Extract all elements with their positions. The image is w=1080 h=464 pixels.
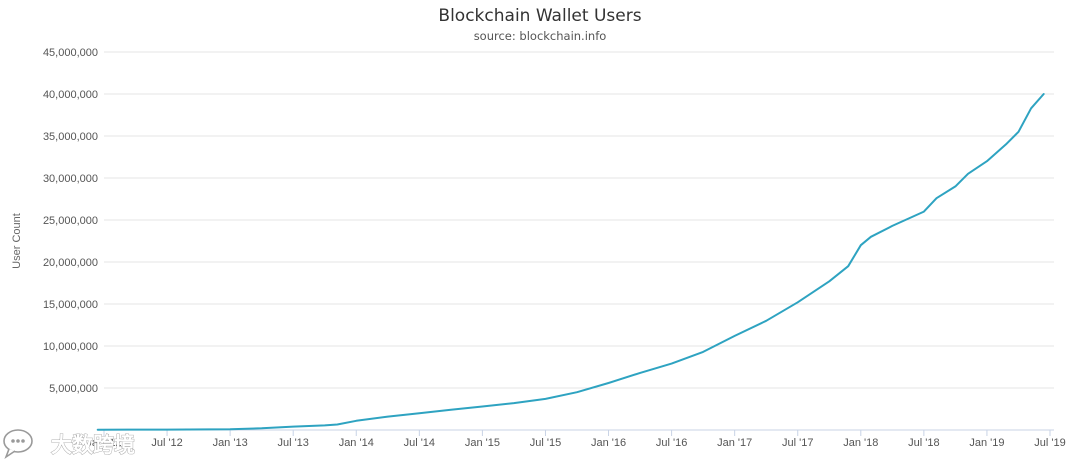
watermark-text: 大数跨境: [51, 433, 135, 457]
x-tick-label: Jul '13: [277, 437, 308, 449]
chart-subtitle: source: blockchain.info: [474, 29, 607, 43]
x-tick-label: Jan '16: [591, 437, 626, 449]
x-tick-label: Jan '18: [843, 437, 878, 449]
x-tick-label: Jan '19: [969, 437, 1004, 449]
chart-title: Blockchain Wallet Users: [438, 6, 641, 26]
y-tick-label: 10,000,000: [43, 341, 98, 353]
y-tick-label: 15,000,000: [43, 299, 98, 311]
y-tick-label: 35,000,000: [43, 131, 98, 143]
x-tick-label: Jan '14: [339, 437, 374, 449]
x-tick-label: Jan '17: [717, 437, 752, 449]
grid-lines: [104, 51, 1054, 389]
y-axis-ticks: 5,000,000 10,000,000 15,000,000 20,000,000 2…: [43, 47, 98, 395]
x-tick-label: Jan '15: [465, 437, 500, 449]
x-tick-label: Jul '18: [908, 437, 939, 449]
x-tick-label: Jul '12: [151, 437, 182, 449]
x-tick-label: Jul '14: [404, 437, 435, 449]
speech-bubble-icon: [3, 429, 33, 460]
y-tick-label: 40,000,000: [43, 89, 98, 101]
y-tick-label: 5,000,000: [49, 383, 98, 395]
y-tick-label: 20,000,000: [43, 257, 98, 269]
y-axis-label: User Count: [11, 213, 23, 269]
x-tick-label: Jan '13: [213, 437, 248, 449]
x-axis-ticks: Jan '12 Jul '12 Jan '13 Jul '13 Jan '14 Jul '…: [86, 430, 1066, 449]
y-tick-label: 30,000,000: [43, 173, 98, 185]
y-tick-label: 25,000,000: [43, 215, 98, 227]
x-tick-label: Jan '12: [86, 437, 121, 449]
watermark: 大数跨境: [3, 429, 135, 460]
series-line-0: [96, 93, 1045, 431]
series-layer: [96, 93, 1045, 431]
x-tick-label: Jul '17: [782, 437, 813, 449]
x-tick-label: Jul '15: [530, 437, 561, 449]
x-tick-label: Jul '16: [656, 437, 687, 449]
y-tick-label: 45,000,000: [43, 47, 98, 59]
x-tick-label: Jul '19: [1034, 437, 1065, 449]
